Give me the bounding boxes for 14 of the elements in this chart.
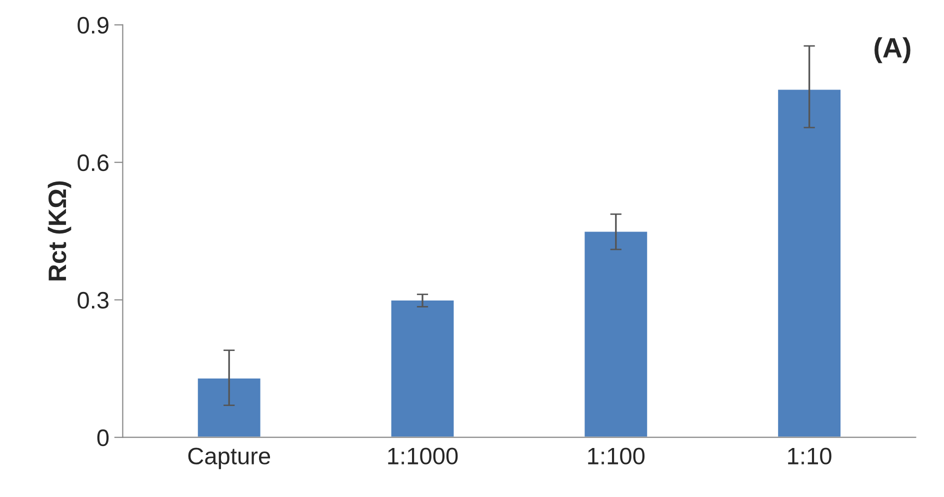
bar xyxy=(583,230,649,438)
bar xyxy=(776,88,842,438)
x-tick-label: 1:10 xyxy=(788,448,832,464)
x-tick-label: 1:1000 xyxy=(388,448,458,464)
x-tick-label: Capture xyxy=(188,448,270,470)
annotation: (A) xyxy=(874,37,910,64)
bar xyxy=(196,377,262,438)
y-tick-label: 0.9 xyxy=(78,16,108,34)
y-tick-label: 0 xyxy=(97,429,109,446)
x-tick-label: 1:100 xyxy=(588,448,645,464)
bar xyxy=(390,299,456,438)
y-axis-title: Rct (KΩ) xyxy=(48,181,72,280)
y-tick-label: 0.3 xyxy=(78,292,108,309)
y-tick-label: 0.6 xyxy=(78,154,108,172)
